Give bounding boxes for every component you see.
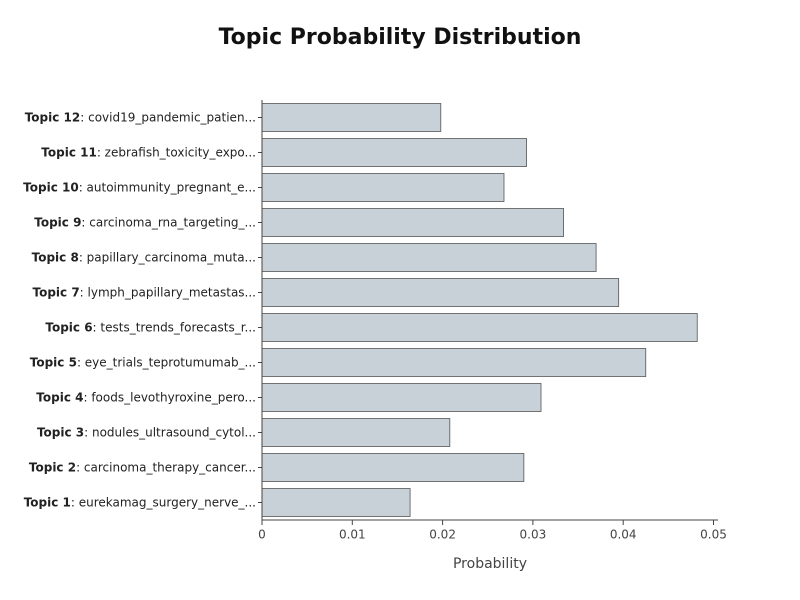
chart-title: Topic Probability Distribution [219, 25, 582, 50]
x-tick-label: 0.01 [339, 528, 366, 542]
y-tick-label: Topic 7: lymph_papillary_metastas... [32, 285, 256, 299]
y-tick-label: Topic 1: eurekamag_surgery_nerve_... [24, 495, 256, 509]
x-tick-label: 0.04 [610, 528, 637, 542]
y-tick-label: Topic 2: carcinoma_therapy_cancer... [29, 460, 256, 474]
y-tick-label: Topic 8: papillary_carcinoma_muta... [32, 250, 256, 264]
x-tick-label: 0.03 [520, 528, 547, 542]
bar [261, 138, 527, 167]
y-tick-label: Topic 6: tests_trends_forecasts_r... [45, 320, 256, 334]
y-tick-label: Topic 12: covid19_pandemic_patien... [25, 110, 256, 124]
y-tick-label: Topic 11: zebrafish_toxicity_expo... [41, 145, 256, 159]
bar [261, 103, 442, 132]
y-tick-label: Topic 5: eye_trials_teprotumumab_... [30, 355, 256, 369]
bar [261, 173, 505, 202]
y-tick-label: Topic 4: foods_levothyroxine_pero... [36, 390, 256, 404]
x-tick-label: 0.05 [700, 528, 727, 542]
bar [261, 453, 525, 482]
bar [261, 278, 620, 307]
x-tick-label: 0 [258, 528, 266, 542]
bar [261, 488, 411, 517]
bar [261, 243, 597, 272]
bar [261, 418, 451, 447]
x-tick-label: 0.02 [429, 528, 456, 542]
bar [261, 208, 564, 237]
bar [261, 348, 647, 377]
y-tick-label: Topic 9: carcinoma_rna_targeting_... [34, 215, 256, 229]
x-axis-label: Probability [453, 556, 527, 572]
y-tick-label: Topic 10: autoimmunity_pregnant_e... [23, 180, 256, 194]
bar [261, 313, 698, 342]
y-tick-label: Topic 3: nodules_ultrasound_cytol... [37, 425, 256, 439]
bar [261, 383, 542, 412]
